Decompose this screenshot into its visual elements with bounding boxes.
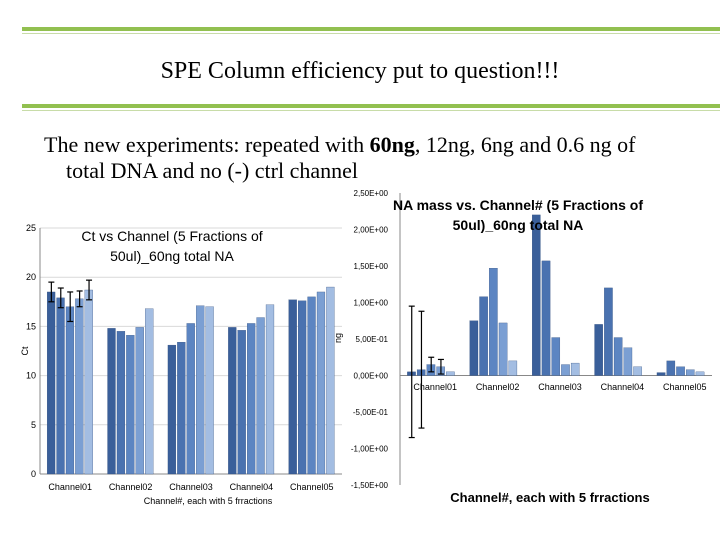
subtitle-post: , 12ng, 6ng and 0.6 ng of	[414, 132, 636, 157]
bar	[196, 305, 205, 475]
chart-title-line: Ct vs Channel (5 Fractions of	[81, 228, 262, 244]
bar	[479, 296, 488, 376]
bar	[570, 362, 580, 376]
bar	[541, 260, 551, 376]
bar	[256, 317, 265, 475]
bar	[126, 335, 135, 475]
category-label: Channel03	[538, 382, 582, 392]
slide-subtitle: The new experiments: repeated with 60ng,…	[44, 132, 704, 184]
bar	[686, 369, 695, 376]
y-tick-label: 5,00E-01	[356, 335, 389, 344]
bar	[145, 308, 154, 475]
bar	[307, 296, 316, 475]
x-axis-label: Channel#, each with 5 frractions	[144, 496, 273, 506]
bar	[656, 372, 666, 376]
bar	[167, 344, 177, 475]
bar	[186, 323, 195, 475]
bar	[265, 304, 275, 475]
bar	[551, 337, 561, 376]
category-label: Channel05	[663, 382, 707, 392]
category-label: Channel02	[109, 482, 153, 492]
y-axis-label: Ct	[20, 346, 30, 355]
category-label: Channel01	[48, 482, 92, 492]
chart-title-line: 50ul)_60ng total NA	[110, 248, 234, 264]
y-tick-label: 5	[31, 420, 36, 430]
y-tick-label: 25	[26, 223, 36, 233]
subtitle-bold: 60ng	[369, 132, 415, 157]
bottom-accent-rule-thin	[22, 110, 720, 111]
bar	[446, 371, 455, 376]
bar	[247, 323, 256, 475]
y-tick-label: 0	[31, 469, 36, 479]
category-label: Channel04	[230, 482, 274, 492]
bar	[288, 299, 297, 475]
bar	[561, 364, 570, 376]
chart-title-line: 50ul)_60ng total NA	[453, 217, 584, 233]
bar	[237, 330, 246, 475]
y-tick-label: 1,50E+00	[354, 262, 389, 271]
bar	[177, 341, 186, 475]
bar	[116, 331, 126, 475]
bar	[633, 366, 642, 376]
slide-title: SPE Column efficiency put to question!!!	[160, 58, 560, 84]
y-tick-label: -1,00E+00	[351, 445, 389, 454]
subtitle-line2: total DNA and no (-) ctrl channel	[66, 158, 359, 183]
bar	[107, 328, 116, 475]
bar	[695, 371, 705, 376]
y-axis-label: ng	[333, 333, 343, 343]
category-label: Channel04	[601, 382, 645, 392]
top-accent-rule	[22, 27, 720, 31]
bar	[469, 320, 479, 376]
bar	[666, 360, 676, 376]
x-axis-label: Channel#, each with 5 frractions	[450, 490, 649, 505]
bar	[508, 360, 518, 376]
category-label: Channel05	[290, 482, 334, 492]
bar	[228, 327, 237, 475]
chart-title-line: NA mass vs. Channel# (5 Fractions of	[393, 197, 643, 213]
bottom-accent-rule	[22, 104, 720, 108]
bar	[532, 214, 541, 376]
bar	[613, 337, 623, 376]
y-tick-label: 2,00E+00	[354, 226, 389, 235]
subtitle-pre: The new experiments: repeated with	[44, 132, 370, 157]
y-tick-label: 1,00E+00	[354, 299, 389, 308]
bar	[298, 300, 307, 475]
bar	[326, 286, 335, 475]
y-tick-label: 2,50E+00	[354, 189, 389, 198]
bar	[316, 291, 326, 475]
bar	[604, 287, 613, 376]
category-label: Channel03	[169, 482, 213, 492]
bar	[489, 268, 498, 376]
y-tick-label: 10	[26, 371, 36, 381]
bar	[498, 322, 508, 376]
y-tick-label: 20	[26, 272, 36, 282]
bar	[676, 366, 685, 376]
y-tick-label: -5,00E-01	[353, 408, 389, 417]
bar	[205, 306, 214, 475]
bar	[594, 324, 603, 376]
category-label: Channel01	[413, 382, 457, 392]
y-tick-label: 0,00E+00	[354, 372, 389, 381]
bar	[135, 327, 144, 475]
y-tick-label: 15	[26, 321, 36, 331]
category-label: Channel02	[476, 382, 520, 392]
bar	[623, 347, 633, 376]
top-accent-rule-thin	[22, 33, 720, 34]
y-tick-label: -1,50E+00	[351, 481, 389, 490]
